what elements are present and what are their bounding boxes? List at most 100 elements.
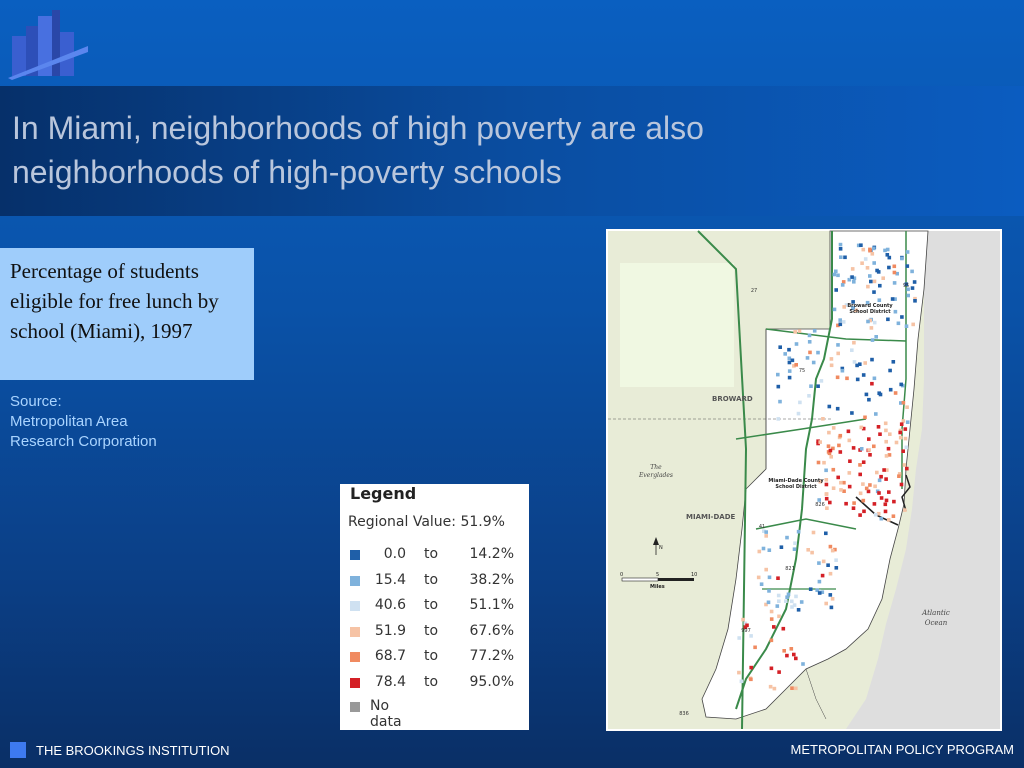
school-marker (832, 307, 837, 312)
school-marker (886, 317, 890, 322)
school-marker (856, 243, 861, 248)
school-marker (834, 566, 839, 570)
school-marker (821, 417, 825, 421)
school-marker (850, 411, 854, 415)
footer-program: METROPOLITAN POLICY PROGRAM (790, 742, 1014, 757)
shield-75: 75 (799, 368, 805, 374)
school-marker (749, 677, 753, 682)
scale-bar: 0 5 10 Miles (620, 572, 697, 590)
school-marker (790, 599, 794, 604)
school-marker (870, 381, 874, 386)
school-marker (855, 377, 860, 382)
school-marker (816, 460, 821, 465)
school-marker (887, 490, 891, 494)
school-marker (847, 471, 852, 475)
school-marker (766, 600, 771, 605)
legend-low: 78.4 (374, 673, 406, 690)
school-marker (743, 625, 748, 629)
school-marker (888, 368, 892, 373)
shield-41: 41 (759, 524, 765, 530)
school-marker (875, 470, 879, 475)
school-marker (799, 600, 804, 604)
school-marker (783, 352, 787, 356)
school-marker (892, 281, 897, 285)
school-markers (737, 242, 917, 691)
school-marker (912, 280, 917, 284)
title-line-2: neighborhoods of high-poverty schools (12, 154, 562, 190)
school-marker (881, 276, 885, 280)
school-marker (778, 399, 782, 404)
school-marker (836, 323, 840, 328)
school-marker (872, 320, 877, 325)
school-marker (836, 273, 840, 278)
school-marker (892, 264, 897, 269)
school-marker (861, 247, 866, 252)
school-marker (906, 287, 910, 292)
school-marker (891, 514, 896, 518)
school-marker (868, 483, 872, 487)
school-marker (901, 400, 906, 405)
school-marker (789, 647, 794, 651)
school-marker (884, 454, 889, 458)
school-marker (861, 482, 865, 486)
school-marker (845, 376, 849, 381)
school-marker (825, 506, 829, 510)
school-marker (828, 544, 833, 549)
school-marker (844, 501, 848, 506)
school-marker (861, 426, 866, 431)
legend-to: to (424, 673, 439, 690)
school-marker (877, 391, 881, 395)
school-marker (899, 382, 903, 387)
school-marker (878, 283, 882, 288)
school-marker (905, 264, 910, 268)
school-marker (885, 253, 890, 257)
school-marker (826, 450, 831, 454)
school-marker (761, 546, 766, 551)
school-marker (842, 305, 846, 309)
school-marker (850, 348, 854, 352)
school-marker (877, 491, 881, 495)
school-marker (749, 665, 753, 670)
school-marker (872, 261, 876, 265)
school-marker (838, 247, 843, 251)
shield-997: 997 (741, 628, 751, 634)
school-marker (862, 509, 866, 514)
school-marker (887, 255, 892, 260)
school-marker (885, 468, 889, 472)
school-marker (767, 575, 772, 580)
school-marker (786, 592, 791, 597)
school-marker (902, 463, 907, 467)
school-marker (776, 384, 781, 389)
school-marker (816, 441, 820, 446)
school-marker (878, 432, 882, 436)
school-marker (828, 500, 832, 505)
school-marker (884, 477, 888, 481)
school-marker (764, 602, 768, 607)
scale-label-miles: Miles (650, 584, 665, 590)
caption-box: Percentage of students eligible for free… (0, 248, 254, 380)
legend-to: to (424, 597, 439, 613)
source-note: Source: Metropolitan Area Research Corpo… (10, 392, 157, 452)
school-marker (830, 548, 835, 553)
school-marker (894, 440, 899, 445)
school-marker (827, 430, 831, 435)
label-miami-district-1: Miami-Dade County (768, 478, 824, 484)
school-marker (872, 290, 876, 294)
school-marker (794, 342, 799, 346)
school-marker (838, 322, 843, 327)
school-marker (759, 582, 764, 586)
legend-swatch (350, 652, 360, 662)
school-marker (787, 356, 792, 361)
school-marker (739, 679, 744, 684)
school-marker (818, 479, 823, 484)
school-marker (913, 296, 917, 301)
map-legend: Legend Regional Value: 51.9% 0.0 to 14.2% 1… (340, 484, 529, 730)
title-band (0, 86, 1024, 216)
school-marker (877, 478, 882, 483)
school-marker (827, 404, 832, 409)
legend-low: 68.7 (374, 648, 406, 664)
school-marker (828, 593, 833, 597)
school-marker (872, 376, 877, 381)
school-marker (855, 363, 859, 368)
school-marker (905, 466, 909, 471)
